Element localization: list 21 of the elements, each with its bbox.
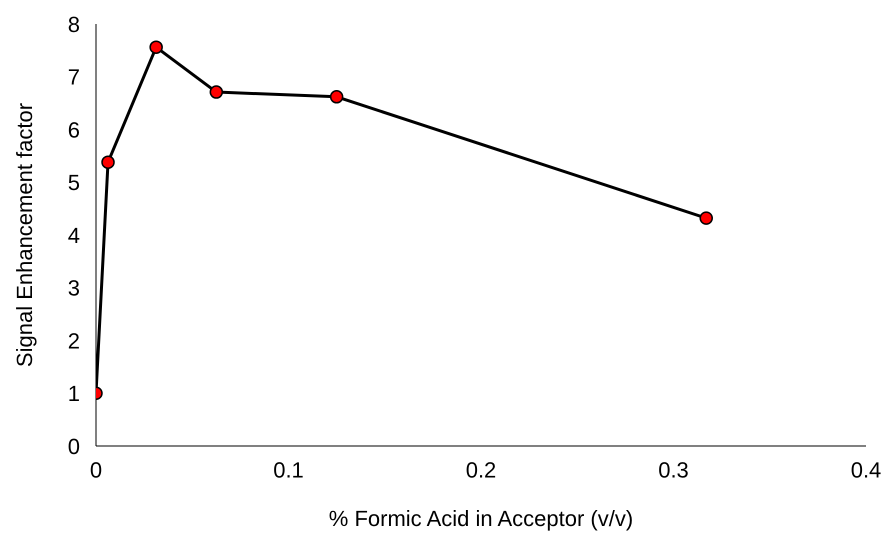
x-tick-label: 0 [90,458,102,483]
y-tick-label: 5 [68,170,80,196]
y-tick-label: 3 [68,276,80,301]
x-tick-label: 0.1 [273,458,304,483]
x-axis-title: % Formic Acid in Acceptor (v/v) [328,506,634,531]
x-tick-label: 0.4 [850,458,882,483]
y-tick-label: 2 [68,328,80,354]
point [210,85,224,99]
point [101,155,115,169]
point [149,40,163,54]
y-axis-title: Signal Enhancement factor [12,102,37,368]
y-tick-label: 8 [68,12,80,37]
x-tick-label: 0.2 [466,458,496,483]
point [699,211,713,225]
y-tick-label: 6 [68,117,80,142]
x-tick-label: 0.3 [658,458,689,483]
y-tick-label: 7 [68,64,80,90]
y-tick-label: 1 [68,381,80,406]
y-tick-label: 0 [68,434,80,459]
y-tick-label: 4 [68,222,80,248]
point [330,90,344,104]
